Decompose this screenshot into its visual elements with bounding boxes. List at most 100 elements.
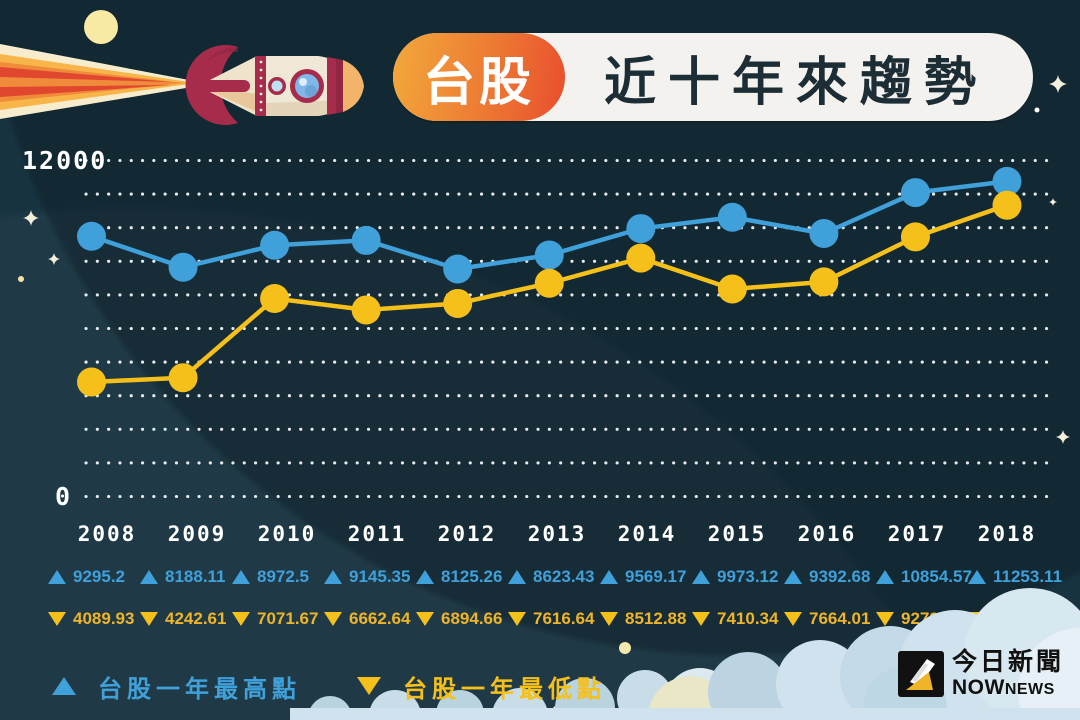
star-sparkle-icon: [1049, 198, 1057, 206]
high-value-item-value: 11253.11: [993, 567, 1063, 586]
up-triangle-icon: [968, 570, 986, 584]
up-triangle-icon: [324, 570, 342, 584]
up-triangle-icon: [784, 570, 802, 584]
high-marker: [809, 219, 839, 249]
high-value-item: 9392.68: [784, 566, 876, 588]
down-triangle-icon: [600, 612, 618, 626]
up-triangle-icon: [140, 570, 158, 584]
x-axis-years: 2008 2009 2010 2011 2012 2013 2014 2015 2016 2017…: [0, 522, 1080, 548]
rocket-illustration: [0, 10, 364, 126]
high-value-item: 9145.35: [324, 566, 416, 588]
low-value-item: 6894.66: [416, 608, 508, 630]
legend-item-low: 台股一年最低點: [357, 669, 606, 704]
down-triangle-icon: [876, 612, 894, 626]
star-dot-icon: [619, 642, 631, 654]
down-triangle-icon: [140, 612, 158, 626]
low-marker: [168, 363, 198, 393]
low-marker: [809, 267, 839, 297]
low-value-item-value: 7616.64: [533, 609, 595, 628]
high-value-item: 8125.26: [416, 566, 508, 588]
high-value-item-value: 9295.2: [73, 567, 125, 586]
y-axis-zero-label: 0: [55, 482, 73, 511]
low-marker: [992, 190, 1022, 220]
high-marker: [626, 214, 656, 244]
low-marker: [351, 295, 381, 325]
star-sparkle-icon: [48, 253, 60, 265]
legend-label-low: 台股一年最低點: [403, 675, 606, 703]
high-value-item-value: 10854.57: [901, 567, 972, 586]
high-value-item-value: 8972.5: [257, 567, 309, 586]
low-marker: [900, 222, 930, 252]
up-triangle-icon: [692, 570, 710, 584]
low-value-item: 7410.34: [692, 608, 784, 630]
star-sparkle-icon: [1049, 75, 1067, 93]
up-triangle-icon: [52, 677, 76, 695]
high-marker: [900, 178, 930, 208]
high-value-item-value: 9145.35: [349, 567, 411, 586]
high-value-item-value: 8188.11: [165, 567, 226, 586]
cloud-puff: [1018, 628, 1080, 720]
year-label: 2011: [347, 522, 407, 546]
low-value-item: 7616.64: [508, 608, 600, 630]
rocket-nose: [343, 60, 364, 112]
legend-label-high: 台股一年最高點: [98, 675, 301, 703]
star-dot-icon: [1034, 107, 1040, 113]
high-value-item: 8188.11: [140, 566, 232, 588]
high-value-item-value: 8125.26: [441, 567, 503, 586]
high-marker: [260, 230, 290, 260]
up-triangle-icon: [232, 570, 250, 584]
down-triangle-icon: [357, 677, 381, 695]
star-sparkle-icon: [23, 210, 39, 226]
year-label: 2012: [437, 522, 497, 546]
year-label: 2013: [527, 522, 587, 546]
high-value-item: 9569.17: [600, 566, 692, 588]
title-badge-pill: 台股: [393, 33, 565, 121]
down-triangle-icon: [692, 612, 710, 626]
up-triangle-icon: [876, 570, 894, 584]
legend-item-high: 台股一年最高點: [52, 669, 301, 704]
high-values-row: 9295.2 8188.11 8972.5 9145.35 8125.26 8623.43…: [48, 566, 1063, 588]
moon-icon: [84, 10, 118, 44]
up-triangle-icon: [416, 570, 434, 584]
low-value-item-value: 6894.66: [441, 609, 503, 628]
down-triangle-icon: [324, 612, 342, 626]
page-title: 近十年來趨勢: [603, 53, 988, 112]
chart-legend: 台股一年最高點 台股一年最低點: [52, 669, 606, 704]
high-value-item-value: 9973.12: [717, 567, 779, 586]
low-marker: [77, 367, 106, 397]
low-value-item-value: 7664.01: [809, 609, 871, 628]
low-value-item: 6662.64: [324, 608, 416, 630]
title-badge-text: 台股: [422, 53, 535, 112]
nownews-logo: 今日新聞 NOWNEWS: [898, 650, 1064, 698]
low-value-item: 4089.93: [48, 608, 140, 630]
high-marker: [717, 202, 747, 232]
year-label: 2014: [617, 522, 677, 546]
small-window: [271, 80, 283, 92]
high-value-item-value: 9392.68: [809, 567, 871, 586]
high-value-item: 8623.43: [508, 566, 600, 588]
down-triangle-icon: [48, 612, 66, 626]
high-marker: [534, 240, 564, 270]
low-value-item-value: 8512.88: [625, 609, 687, 628]
low-marker: [443, 288, 473, 318]
low-value-item: 4242.61: [140, 608, 232, 630]
year-label: 2017: [887, 522, 947, 546]
low-value-item-value: 4089.93: [73, 609, 135, 628]
low-value-item-value: 4242.61: [165, 609, 227, 628]
year-label: 2015: [707, 522, 767, 546]
up-triangle-icon: [600, 570, 618, 584]
high-value-item: 10854.57: [876, 566, 972, 588]
low-value-item: 7071.67: [232, 608, 324, 630]
year-label: 2018: [977, 522, 1037, 546]
high-marker: [443, 254, 473, 284]
logo-cjk-text: 今日新聞: [952, 648, 1065, 676]
cloud-puff: [708, 652, 788, 720]
down-triangle-icon: [416, 612, 434, 626]
high-marker: [351, 225, 381, 255]
low-value-item-value: 7410.34: [717, 609, 779, 628]
title-badge: 台股 近十年來趨勢: [393, 33, 1033, 121]
up-triangle-icon: [48, 570, 66, 584]
high-value-item: 9295.2: [48, 566, 140, 588]
year-label: 2010: [257, 522, 317, 546]
